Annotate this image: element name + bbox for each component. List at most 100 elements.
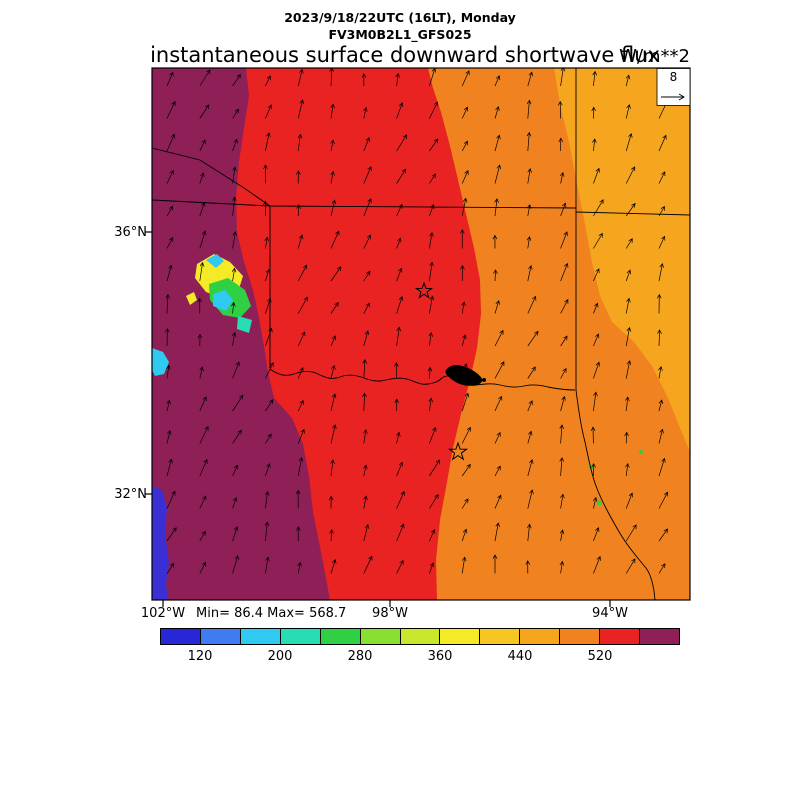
wind-arrow-icon	[297, 456, 304, 477]
wind-arrow-icon	[297, 561, 302, 574]
wind-arrow-icon	[295, 526, 301, 542]
wind-arrow-icon	[429, 203, 435, 217]
wind-arrow-icon	[199, 458, 208, 477]
wind-arrow-icon	[429, 459, 440, 477]
wind-arrow-icon	[362, 358, 368, 379]
wind-arrow-icon	[297, 367, 304, 379]
wind-arrow-icon	[232, 394, 244, 412]
wind-arrow-icon	[593, 302, 599, 314]
wind-arrow-icon	[429, 426, 437, 444]
wind-arrow-icon	[197, 297, 203, 314]
wind-arrow-icon	[363, 106, 368, 119]
wind-arrow-icon	[560, 202, 567, 217]
wind-arrow-icon	[492, 554, 498, 574]
wind-arrow-icon	[658, 428, 664, 444]
colorbar-tick-520: 520	[587, 649, 613, 664]
reference-vector-frame	[656, 68, 691, 106]
colorbar-tick-120: 120	[187, 649, 213, 664]
wind-arrow-icon	[625, 524, 637, 542]
wind-arrow-icon	[559, 560, 565, 574]
wind-arrow-icon	[492, 234, 498, 249]
lake-texoma-blob	[445, 365, 483, 386]
wind-arrow-icon	[330, 364, 336, 379]
wind-arrow-icon	[527, 489, 534, 509]
wind-arrow-icon	[330, 230, 340, 249]
wind-arrow-icon	[297, 99, 305, 119]
wind-arrow-icon	[297, 331, 306, 347]
wind-arrow-icon	[330, 559, 337, 574]
wind-arrow-icon	[429, 261, 434, 282]
wind-arrow-icon	[363, 166, 372, 184]
wind-arrow-icon	[461, 556, 467, 574]
wind-arrow-icon	[592, 138, 597, 152]
wind-arrow-icon	[494, 164, 502, 184]
lon-label-102w: 102°W	[140, 606, 186, 621]
wind-arrow-icon	[461, 70, 470, 87]
wind-arrow-icon	[297, 68, 304, 87]
wind-arrow-icon	[232, 230, 238, 249]
wind-arrow-icon	[429, 529, 436, 542]
wind-arrow-icon	[461, 528, 468, 542]
wind-arrow-icon	[526, 236, 532, 249]
wind-arrow-icon	[166, 101, 176, 119]
colorbar-segment-3	[280, 629, 321, 644]
cloud-patch-teal	[237, 316, 252, 333]
colorbar-segment-9	[520, 629, 561, 644]
wind-arrow-icon	[656, 293, 662, 314]
wind-arrow-icon	[525, 560, 531, 574]
wind-arrow-icon	[199, 396, 207, 412]
wind-arrow-icon	[494, 494, 502, 509]
wind-arrow-icon	[361, 73, 367, 87]
wind-arrow-icon	[231, 267, 237, 282]
wind-arrow-icon	[625, 558, 636, 574]
wind-arrow-icon	[265, 268, 271, 282]
wind-arrow-icon	[396, 326, 402, 347]
wind-arrow-icon	[526, 131, 532, 152]
wind-arrow-icon	[459, 229, 465, 249]
cloud-flux-patches	[186, 254, 252, 333]
flux-region-northeast-amber	[554, 68, 690, 452]
wind-arrow-icon	[396, 461, 404, 477]
minmax-stats: Min= 86.4 Max= 568.7	[196, 606, 347, 621]
wind-arrow-icon	[265, 327, 273, 347]
wind-arrow-icon	[297, 428, 305, 444]
wind-arrow-icon	[265, 463, 271, 477]
colorbar-tick-360: 360	[427, 649, 453, 664]
wind-arrow-icon	[263, 164, 268, 184]
wind-arrow-icon	[329, 529, 334, 542]
plot-title: instantaneous surface downward shortwave…	[150, 43, 660, 67]
wind-arrow-icon	[297, 234, 304, 249]
wind-arrow-icon	[494, 465, 501, 477]
cloud-patch-yellow-small	[186, 292, 197, 305]
colorbar-segment-12	[640, 629, 679, 644]
wind-arrow-icon	[330, 459, 335, 477]
wind-arrow-icon	[232, 361, 240, 379]
wind-arrow-icon	[658, 171, 666, 184]
wind-arrow-icon	[199, 425, 209, 444]
wind-arrow-icon	[232, 464, 239, 477]
wind-arrow-icon	[593, 268, 600, 282]
wind-arrow-icon	[330, 103, 335, 119]
wind-arrow-icon	[625, 360, 632, 379]
wind-arrow-icon	[429, 231, 434, 249]
wind-arrow-icon	[232, 555, 240, 574]
wind-arrow-icon	[429, 138, 439, 152]
wind-arrow-icon	[166, 71, 174, 87]
wind-arrow-icon	[396, 203, 403, 217]
wind-arrow-icon	[658, 134, 667, 152]
colorbar-segment-11	[600, 629, 641, 644]
colorbar-segment-5	[360, 629, 401, 644]
wind-arrow-icon	[166, 205, 174, 217]
wind-arrow-icon	[199, 366, 204, 379]
wind-arrow-icon	[296, 204, 301, 217]
wind-arrow-icon	[428, 397, 434, 412]
colorbar-tick-200: 200	[267, 649, 293, 664]
cloud-patch-cyan	[213, 290, 233, 311]
wind-arrow-icon	[658, 263, 664, 282]
wind-arrow-icon	[460, 264, 465, 282]
wind-arrow-icon	[560, 493, 565, 509]
wind-arrow-icon	[166, 429, 172, 444]
wind-arrow-icon	[166, 264, 173, 282]
